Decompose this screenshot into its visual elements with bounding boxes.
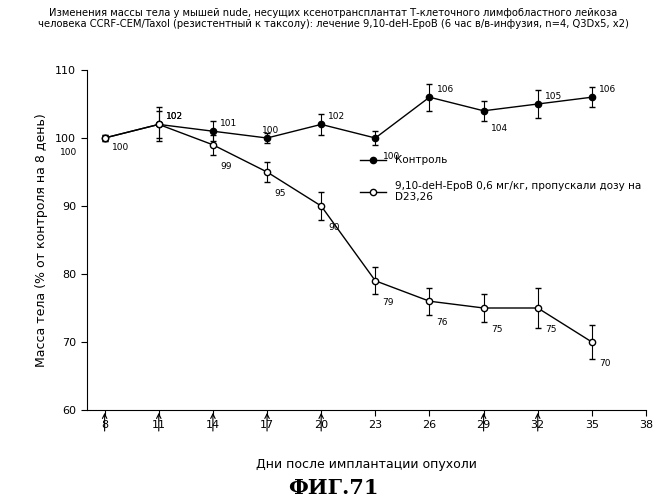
Text: 102: 102 — [166, 112, 183, 121]
Text: 70: 70 — [599, 359, 611, 368]
Text: 100: 100 — [112, 144, 129, 152]
X-axis label: Дни после имплантации опухоли: Дни после имплантации опухоли — [256, 458, 477, 471]
Text: 75: 75 — [545, 325, 557, 334]
Text: 102: 102 — [328, 112, 346, 121]
Text: 101: 101 — [220, 119, 237, 128]
Text: 100: 100 — [382, 152, 400, 160]
Text: 79: 79 — [382, 298, 394, 307]
Text: 99: 99 — [220, 162, 232, 171]
Text: 106: 106 — [437, 85, 454, 94]
Text: 102: 102 — [166, 112, 183, 121]
Legend: Контроль, 9,10-deH-EpoB 0,6 мг/кг, пропускали дозу на
D23,26: Контроль, 9,10-deH-EpoB 0,6 мг/кг, пропу… — [360, 155, 641, 202]
Text: ФИГ.71: ФИГ.71 — [288, 478, 378, 498]
Text: 76: 76 — [437, 318, 448, 327]
Text: Изменения массы тела у мышей nude, несущих ксенотрансплантат Т-клеточного лимфоб: Изменения массы тела у мышей nude, несущ… — [37, 8, 629, 29]
Text: 105: 105 — [545, 92, 562, 100]
Text: 100: 100 — [262, 126, 279, 134]
Text: 75: 75 — [491, 325, 502, 334]
Text: 106: 106 — [599, 85, 616, 94]
Text: 95: 95 — [274, 189, 286, 198]
Text: 100: 100 — [59, 148, 77, 157]
Y-axis label: Масса тела (% от контроля на 8 день): Масса тела (% от контроля на 8 день) — [35, 113, 48, 367]
Text: 104: 104 — [491, 124, 508, 134]
Text: 90: 90 — [328, 223, 340, 232]
